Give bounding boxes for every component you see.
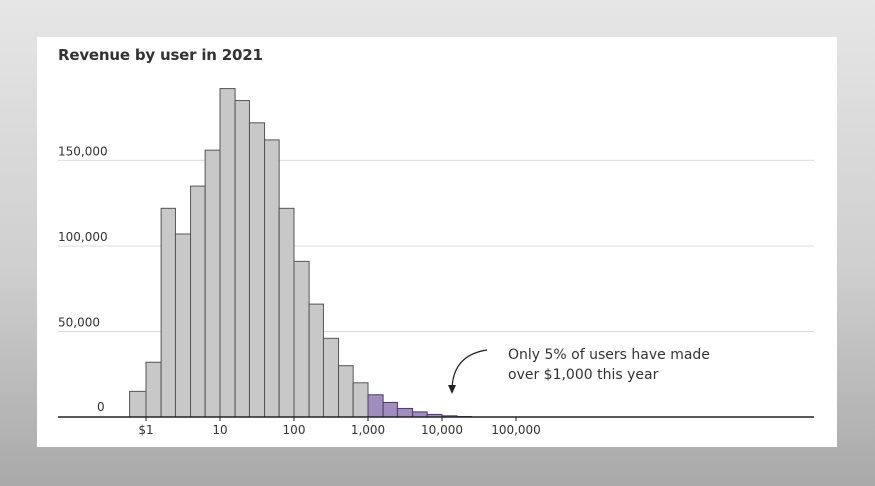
histogram-bar — [160, 207, 176, 418]
histogram-bar — [190, 185, 206, 418]
histogram-bar — [129, 390, 147, 418]
y-tick-label: 100,000 — [58, 230, 108, 244]
histogram-chart: 0 50,000 100,000 150,000 $1 10 100 1,000 10,000… — [58, 88, 814, 437]
annotation-line-2: over $1,000 this year — [508, 367, 659, 383]
annotation-arrow — [451, 349, 488, 390]
histogram-bar — [264, 139, 280, 418]
y-tick-label: 50,000 — [58, 315, 100, 329]
y-tick-label: 150,000 — [58, 144, 108, 158]
histogram-bar — [204, 149, 221, 418]
y-tick-label: 0 — [97, 400, 105, 414]
histogram-bar — [322, 337, 340, 418]
y-axis-ticks: 0 50,000 100,000 150,000 — [58, 144, 108, 414]
histogram-bar — [234, 100, 250, 418]
histogram-bar — [308, 303, 324, 418]
x-axis-ticks: $1 10 100 1,000 10,000 100,000 — [138, 417, 541, 437]
bars — [129, 88, 472, 418]
x-tick-label: 100 — [283, 423, 306, 437]
histogram-bar-highlight — [396, 407, 414, 418]
histogram-bar — [145, 361, 162, 418]
chart-card: Revenue by user in 2021 0 50,000 100,000 15… — [37, 37, 837, 447]
x-tick-label: 10 — [212, 423, 227, 437]
histogram-bar — [293, 260, 310, 418]
arrowhead-icon — [448, 385, 456, 394]
histogram-bar — [219, 88, 236, 418]
histogram-bar — [278, 207, 295, 418]
annotation: Only 5% of users have made over $1,000 t… — [448, 347, 710, 394]
x-tick-label: 1,000 — [351, 423, 385, 437]
histogram-bar-highlight — [367, 394, 384, 418]
histogram-bar — [248, 122, 266, 418]
histogram-bar — [174, 233, 192, 418]
x-tick-label: 10,000 — [421, 423, 463, 437]
x-tick-label: $1 — [138, 423, 153, 437]
histogram-bar — [338, 365, 354, 418]
histogram-bar — [352, 382, 369, 418]
x-tick-label: 100,000 — [491, 423, 541, 437]
annotation-line-1: Only 5% of users have made — [508, 347, 710, 363]
chart-title: Revenue by user in 2021 — [58, 46, 263, 64]
histogram-bar-highlight — [382, 401, 398, 418]
